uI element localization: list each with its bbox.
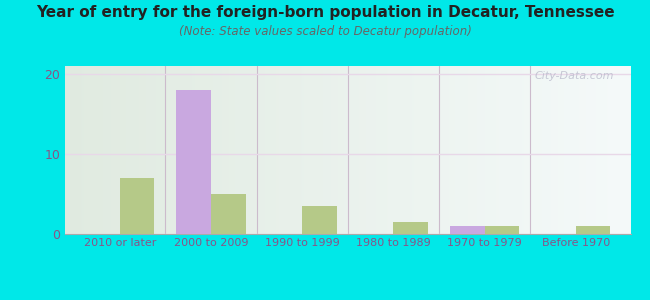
Bar bbox=[393, 222, 428, 234]
Text: (Note: State values scaled to Decatur population): (Note: State values scaled to Decatur po… bbox=[179, 26, 471, 38]
Bar bbox=[484, 226, 519, 234]
Bar bbox=[211, 194, 246, 234]
Bar bbox=[450, 226, 484, 234]
Text: Year of entry for the foreign-born population in Decatur, Tennessee: Year of entry for the foreign-born popul… bbox=[36, 4, 614, 20]
Bar bbox=[120, 178, 155, 234]
Bar bbox=[576, 226, 610, 234]
Text: City-Data.com: City-Data.com bbox=[534, 71, 614, 81]
Bar bbox=[176, 90, 211, 234]
Bar bbox=[302, 206, 337, 234]
